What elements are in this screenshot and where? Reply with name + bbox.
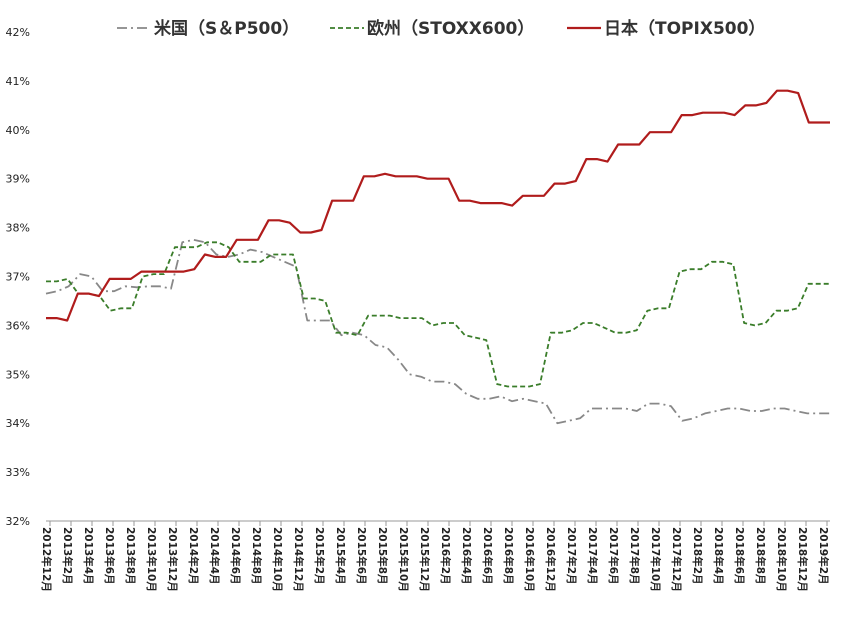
x-tick-label: 2017年8月 <box>628 527 641 585</box>
x-tick-label: 2013年10月 <box>145 527 158 592</box>
y-axis: 32% 33% 34% 35% 36% 37% 38% 39% 40% 41% 42% <box>6 26 30 528</box>
x-tick-label: 2015年12月 <box>418 527 431 592</box>
x-tick-label: 2018年4月 <box>712 527 725 585</box>
x-tick-label: 2017年10月 <box>649 527 662 592</box>
x-tick-label: 2015年8月 <box>376 527 389 585</box>
x-tick-label: 2013年12月 <box>166 527 179 592</box>
x-axis: 2012年12月 2013年2月 2013年4月 2013年6月 2013年8月 2013… <box>40 520 830 592</box>
x-tick-label: 2014年8月 <box>250 527 263 585</box>
x-tick-label: 2016年4月 <box>460 527 473 585</box>
y-tick-label: 34% <box>6 417 30 430</box>
legend-label: 米国（S＆P500） <box>154 18 299 39</box>
x-tick-label: 2016年2月 <box>439 527 452 585</box>
y-tick-label: 39% <box>6 173 30 186</box>
legend-label: 欧州（STOXX600） <box>367 18 534 39</box>
x-tick-label: 2015年10月 <box>397 527 410 592</box>
x-tick-label: 2018年6月 <box>733 527 746 585</box>
x-tick-label: 2015年4月 <box>334 527 347 585</box>
legend: 米国（S＆P500） 欧州（STOXX600） 日本（TOPIX500） <box>117 18 765 39</box>
y-tick-label: 33% <box>6 466 30 479</box>
x-tick-label: 2014年4月 <box>208 527 221 585</box>
y-tick-label: 36% <box>6 319 30 332</box>
x-tick-label: 2016年10月 <box>523 527 536 592</box>
series-line <box>45 238 830 425</box>
y-tick-label: 41% <box>6 75 30 88</box>
x-tick-label: 2013年2月 <box>61 527 74 585</box>
x-tick-label: 2017年6月 <box>607 527 620 585</box>
legend-label: 日本（TOPIX500） <box>604 18 765 39</box>
y-tick-label: 42% <box>6 26 30 39</box>
x-tick-label: 2014年12月 <box>292 527 305 592</box>
x-tick-label: 2017年4月 <box>586 527 599 585</box>
x-tick-label: 2016年12月 <box>544 527 557 592</box>
y-tick-label: 40% <box>6 124 30 137</box>
y-tick-label: 37% <box>6 271 30 284</box>
x-tick-label: 2013年4月 <box>82 527 95 585</box>
series-line <box>46 241 830 388</box>
x-tick-label: 2013年6月 <box>103 527 116 585</box>
x-tick-label: 2018年12月 <box>796 527 809 592</box>
x-tick-label: 2012年12月 <box>40 527 53 592</box>
x-tick-label: 2017年2月 <box>565 527 578 585</box>
x-tick-label: 2015年6月 <box>355 527 368 585</box>
x-tick-label: 2019年2月 <box>817 527 830 585</box>
x-tick-label: 2014年6月 <box>229 527 242 585</box>
series-line <box>46 89 830 322</box>
x-tick-label: 2018年2月 <box>691 527 704 585</box>
x-tick-label: 2014年2月 <box>187 527 200 585</box>
x-tick-label: 2016年6月 <box>481 527 494 585</box>
x-tick-label: 2013年8月 <box>124 527 137 585</box>
y-tick-label: 38% <box>6 222 30 235</box>
x-tick-label: 2016年8月 <box>502 527 515 585</box>
x-tick-label: 2018年8月 <box>754 527 767 585</box>
y-tick-label: 35% <box>6 368 30 381</box>
y-tick-label: 32% <box>6 515 30 528</box>
x-tick-label: 2014年10月 <box>271 527 284 592</box>
series-layer <box>45 89 830 425</box>
x-tick-label: 2015年2月 <box>313 527 326 585</box>
x-tick-label: 2018年10月 <box>775 527 788 592</box>
x-tick-label: 2017年12月 <box>670 527 683 592</box>
